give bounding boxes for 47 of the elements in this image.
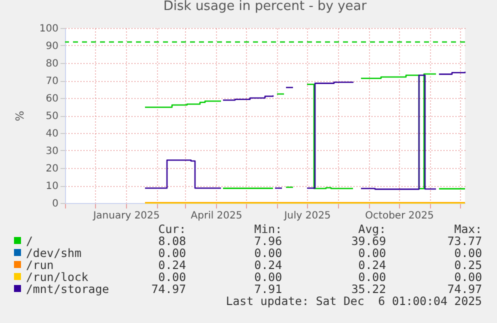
legend-label: /dev/shm <box>26 246 82 260</box>
y-tick-label: 100 <box>39 24 58 34</box>
text: 0.24 <box>254 258 282 272</box>
y-tick-label: 20 <box>46 164 58 174</box>
legend-label: /run/lock <box>26 270 88 284</box>
legend-label: / <box>26 234 33 248</box>
text: 35.22 <box>351 282 386 296</box>
text: 0.00 <box>254 246 282 260</box>
y-tick-label: 50 <box>46 111 58 122</box>
text: 8.08 <box>158 234 186 248</box>
y-tick-label: 40 <box>46 128 58 140</box>
text: 0.24 <box>158 258 186 272</box>
text: 0.25 <box>454 258 482 272</box>
text: Cur: <box>158 222 186 236</box>
y-tick-label: 60 <box>46 94 58 104</box>
legend-label: /run <box>26 258 54 272</box>
text: 74.97 <box>151 282 186 296</box>
x-tick-label: January 2025 <box>92 210 160 222</box>
text: 74.97 <box>447 282 482 296</box>
text: 0.00 <box>254 270 282 284</box>
text: 0.00 <box>454 270 482 284</box>
x-tick-label: October 2025 <box>365 210 434 222</box>
text: 0.00 <box>158 270 186 284</box>
x-tick-label: April 2025 <box>190 210 242 222</box>
text: Avg: <box>358 222 386 236</box>
y-tick-label: 10 <box>46 181 58 192</box>
text: 0.00 <box>158 246 186 260</box>
text: 0.00 <box>454 246 482 260</box>
text: 0.00 <box>358 246 386 260</box>
y-tick-label: 90 <box>46 41 58 52</box>
y-tick-label: 30 <box>46 146 58 157</box>
text: Min: <box>254 222 282 236</box>
chart-title: Disk usage in percent - by year <box>163 0 368 14</box>
text: 0.24 <box>358 258 386 272</box>
y-tick-label: 0 <box>52 198 58 210</box>
legend-label: /mnt/storage <box>26 282 110 296</box>
text: 73.77 <box>447 234 482 248</box>
text: 39.69 <box>351 234 386 248</box>
y-tick-label: 70 <box>46 76 58 87</box>
x-tick-label: July 2025 <box>283 210 331 222</box>
y-tick-label: 80 <box>46 58 58 70</box>
y-axis-title: % <box>13 110 26 122</box>
text: Last update: Sat Dec 6 01:00:04 2025 <box>226 294 482 308</box>
text: 0.00 <box>358 270 386 284</box>
text: 7.91 <box>254 282 282 296</box>
text: 7.96 <box>254 234 282 248</box>
text: Max: <box>454 222 482 236</box>
